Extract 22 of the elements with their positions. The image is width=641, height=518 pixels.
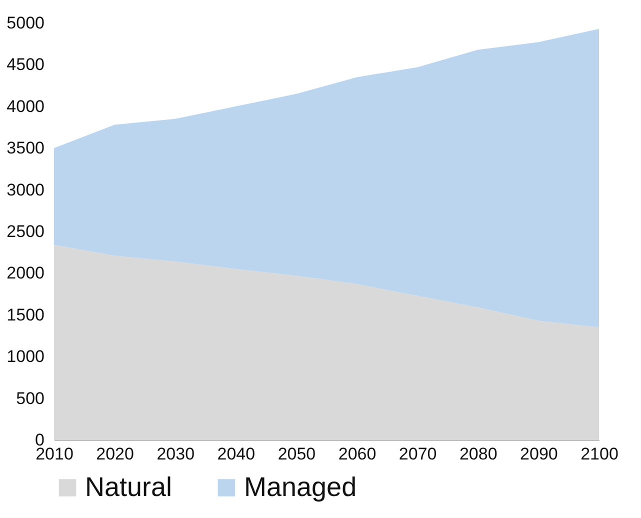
y-tick-label: 5000: [6, 14, 44, 32]
y-tick-label: 3000: [6, 180, 44, 200]
x-tick-label: 2020: [96, 444, 134, 464]
y-tick-label: 2500: [6, 222, 44, 241]
y-tick-label: 3500: [6, 138, 44, 158]
y-tick-label: 1000: [6, 347, 44, 366]
x-tick-label: 2030: [156, 444, 195, 464]
y-tick-label: 500: [16, 388, 44, 408]
y-tick-label: 1500: [6, 305, 44, 324]
legend-label: Managed: [244, 472, 357, 502]
x-tick-label: 2040: [217, 444, 256, 464]
x-tick-label: 2070: [398, 444, 437, 464]
x-tick-label: 2010: [36, 444, 74, 464]
y-tick-label: 4500: [6, 55, 44, 74]
y-tick-label: 4000: [6, 96, 44, 116]
x-tick-label: 2100: [580, 444, 618, 464]
x-tick-label: 2090: [520, 444, 558, 464]
x-tick-label: 2060: [338, 444, 376, 464]
legend-label: Natural: [85, 472, 172, 502]
y-tick-label: 2000: [6, 264, 44, 283]
x-tick-label: 2050: [278, 444, 316, 464]
x-tick-label: 2080: [459, 444, 498, 464]
